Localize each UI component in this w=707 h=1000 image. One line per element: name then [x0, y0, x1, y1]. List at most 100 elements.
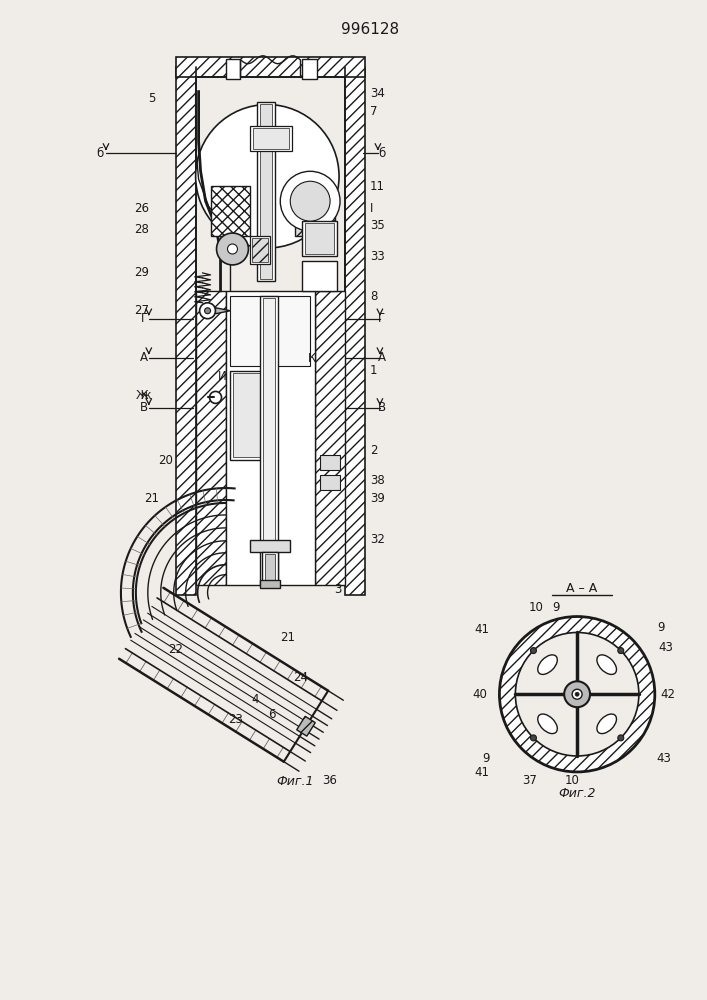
Text: В: В	[378, 401, 386, 414]
Text: А: А	[140, 351, 148, 364]
Text: 41: 41	[474, 766, 489, 779]
Text: 22: 22	[168, 643, 182, 656]
Circle shape	[564, 681, 590, 707]
Text: 32: 32	[370, 533, 385, 546]
Bar	[257, 102, 275, 281]
Text: Ж: Ж	[136, 389, 148, 402]
Text: 20: 20	[158, 454, 173, 467]
Circle shape	[618, 648, 624, 654]
Bar	[263, 298, 275, 583]
Text: б: б	[378, 147, 385, 160]
Text: 27: 27	[134, 304, 148, 317]
Text: 36: 36	[322, 774, 337, 787]
Bar	[260, 580, 280, 588]
Text: К: К	[308, 352, 317, 365]
Circle shape	[199, 303, 216, 319]
Bar	[305, 223, 334, 254]
Bar	[211, 186, 250, 236]
Circle shape	[530, 735, 537, 741]
Circle shape	[228, 244, 238, 254]
Bar	[230, 371, 265, 460]
Bar	[302, 261, 337, 291]
Text: А: А	[378, 351, 386, 364]
Text: 34: 34	[370, 87, 385, 100]
Text: б: б	[97, 147, 104, 160]
Text: 43: 43	[657, 752, 672, 765]
Text: 11: 11	[370, 180, 385, 193]
Text: 40: 40	[472, 688, 487, 701]
Circle shape	[209, 391, 221, 403]
Bar	[233, 373, 262, 457]
Text: I: I	[370, 202, 373, 215]
Circle shape	[499, 617, 655, 772]
Text: 3: 3	[334, 583, 342, 596]
Circle shape	[618, 735, 624, 741]
Circle shape	[280, 171, 340, 231]
Text: Фиг.1: Фиг.1	[276, 775, 314, 788]
Ellipse shape	[597, 714, 617, 734]
Text: 35: 35	[370, 219, 385, 232]
Circle shape	[575, 692, 579, 696]
Circle shape	[530, 648, 537, 654]
Text: 39: 39	[370, 492, 385, 505]
Text: 10: 10	[565, 774, 580, 787]
Text: 38: 38	[370, 474, 385, 487]
Bar	[226, 291, 315, 585]
Bar	[345, 67, 365, 595]
Bar	[262, 552, 279, 582]
Text: 9: 9	[552, 601, 560, 614]
Text: 9: 9	[657, 621, 665, 634]
Bar	[265, 554, 275, 580]
Bar	[250, 236, 270, 264]
Ellipse shape	[538, 714, 557, 734]
Text: ж: ж	[140, 389, 151, 402]
Bar	[250, 126, 292, 151]
Bar	[230, 296, 310, 366]
Text: Г: Г	[141, 312, 148, 325]
Bar	[253, 128, 289, 149]
Text: 26: 26	[134, 202, 148, 215]
Text: В: В	[140, 401, 148, 414]
Circle shape	[196, 105, 339, 248]
Text: 37: 37	[522, 774, 537, 787]
Bar	[176, 57, 365, 77]
Bar	[176, 67, 196, 595]
Text: 41: 41	[474, 623, 489, 636]
Text: 23: 23	[228, 713, 243, 726]
Text: 8: 8	[370, 290, 378, 303]
Text: 33: 33	[370, 250, 385, 263]
Text: 9: 9	[482, 752, 489, 765]
Bar	[260, 104, 272, 279]
Circle shape	[291, 181, 330, 221]
Text: 24: 24	[293, 671, 308, 684]
Bar	[320, 475, 340, 490]
Bar	[196, 291, 226, 585]
Text: 43: 43	[659, 641, 674, 654]
Text: И: И	[218, 370, 227, 383]
Polygon shape	[297, 716, 315, 736]
Bar	[320, 455, 340, 470]
Text: 21: 21	[144, 492, 159, 505]
Text: 4: 4	[251, 693, 258, 706]
Bar	[252, 238, 269, 262]
Polygon shape	[216, 308, 230, 314]
Text: 29: 29	[134, 266, 148, 279]
Bar	[302, 221, 337, 256]
Text: А – А: А – А	[566, 582, 597, 595]
Bar	[302, 59, 317, 79]
Text: 996128: 996128	[341, 22, 399, 37]
Circle shape	[515, 632, 639, 756]
Text: 28: 28	[134, 223, 148, 236]
Text: 2: 2	[370, 444, 378, 457]
Ellipse shape	[538, 655, 557, 674]
Circle shape	[572, 689, 582, 699]
Text: 5: 5	[148, 92, 156, 105]
Text: 21: 21	[280, 631, 296, 644]
Text: 6: 6	[268, 708, 275, 721]
Bar	[226, 59, 240, 79]
Text: 7: 7	[370, 105, 378, 118]
Bar	[250, 540, 291, 552]
Circle shape	[216, 233, 248, 265]
Text: 10: 10	[529, 601, 544, 614]
Text: Фиг.2: Фиг.2	[559, 787, 596, 800]
